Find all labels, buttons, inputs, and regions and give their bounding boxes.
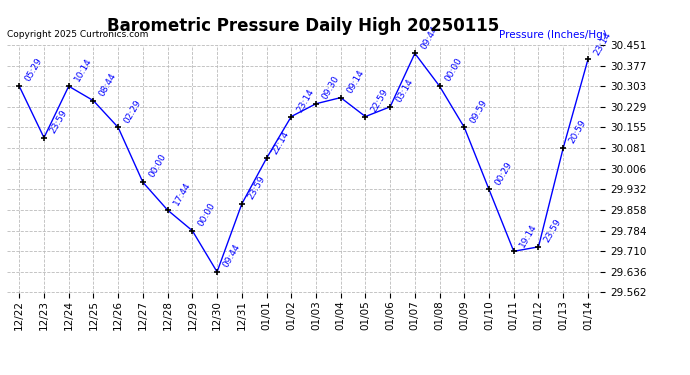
Text: Pressure (Inches/Hg): Pressure (Inches/Hg) xyxy=(500,30,607,40)
Text: 09:44: 09:44 xyxy=(221,242,242,269)
Text: 00:00: 00:00 xyxy=(147,153,168,180)
Text: 09:14: 09:14 xyxy=(345,68,366,95)
Text: Barometric Pressure Daily High 20250115: Barometric Pressure Daily High 20250115 xyxy=(108,17,500,35)
Text: 00:00: 00:00 xyxy=(197,201,217,228)
Text: 23:14: 23:14 xyxy=(592,30,613,57)
Text: 23:59: 23:59 xyxy=(246,174,266,201)
Text: 02:29: 02:29 xyxy=(122,98,143,124)
Text: 03:14: 03:14 xyxy=(394,77,415,104)
Text: 22:59: 22:59 xyxy=(370,87,390,114)
Text: 23:14: 23:14 xyxy=(295,87,316,114)
Text: Copyright 2025 Curtronics.com: Copyright 2025 Curtronics.com xyxy=(7,30,148,39)
Text: 08:44: 08:44 xyxy=(97,71,118,98)
Text: 23:59: 23:59 xyxy=(542,217,563,244)
Text: 09:44: 09:44 xyxy=(419,24,440,51)
Text: 23:59: 23:59 xyxy=(48,108,69,135)
Text: 17:44: 17:44 xyxy=(172,181,193,207)
Text: 05:29: 05:29 xyxy=(23,57,44,83)
Text: 00:29: 00:29 xyxy=(493,160,514,187)
Text: 20:59: 20:59 xyxy=(567,118,588,145)
Text: 09:30: 09:30 xyxy=(320,74,341,101)
Text: 22:14: 22:14 xyxy=(270,129,291,156)
Text: 10:14: 10:14 xyxy=(73,57,94,83)
Text: 19:14: 19:14 xyxy=(518,222,539,249)
Text: 09:59: 09:59 xyxy=(469,98,489,124)
Text: 00:00: 00:00 xyxy=(444,57,464,83)
